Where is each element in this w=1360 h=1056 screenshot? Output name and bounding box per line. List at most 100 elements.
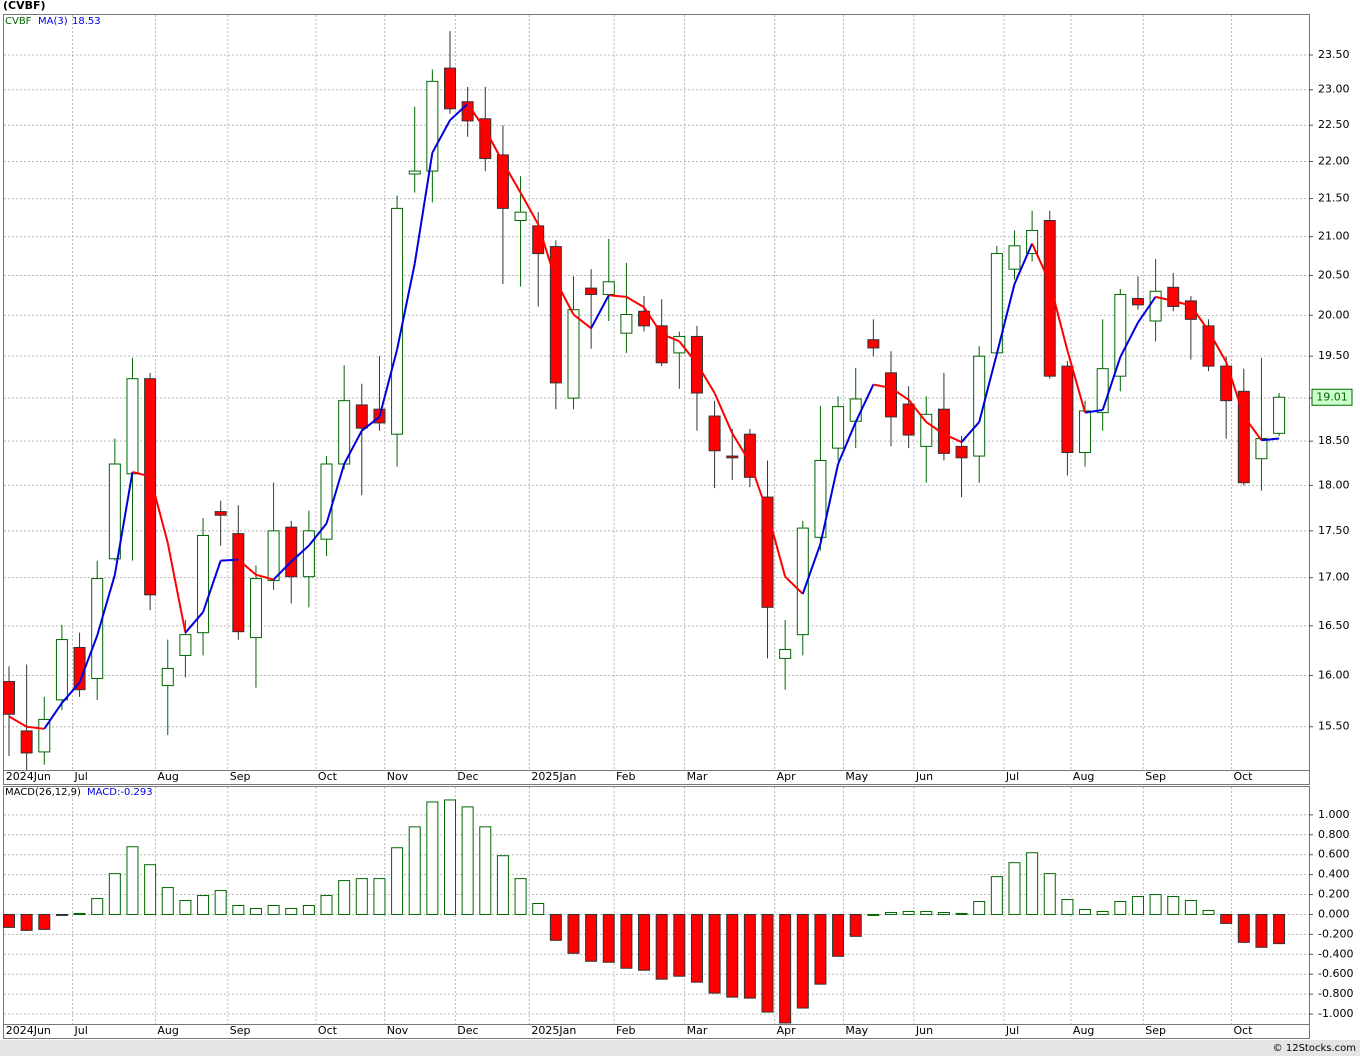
x-tick-label: Aug — [1073, 770, 1094, 783]
y-tick-label: -0.400 — [1318, 947, 1353, 960]
x-tick-label: Jul — [1005, 1024, 1019, 1037]
ma-segment — [766, 512, 787, 577]
macd-bar — [197, 895, 210, 915]
macd-bar — [743, 913, 756, 999]
x-tick-label: Oct — [318, 1024, 338, 1037]
macd-bar — [796, 913, 809, 1009]
macd-bar — [461, 806, 474, 915]
candle-body — [444, 67, 456, 110]
macd-bar — [1043, 873, 1056, 915]
x-tick-label: Aug — [157, 1024, 178, 1037]
ma-segment — [61, 681, 81, 704]
legend-ma-value: 18.53 — [72, 16, 101, 27]
candle-body — [814, 459, 827, 538]
macd-bar — [849, 913, 862, 937]
candle-body — [796, 527, 809, 636]
x-tick-label: 2025Jan — [531, 770, 576, 783]
candle-body — [426, 80, 439, 172]
x-tick-label: Nov — [387, 1024, 409, 1037]
macd-bar — [1184, 900, 1197, 915]
candle-body — [567, 309, 580, 399]
last-price-label: 19.01 — [1316, 390, 1348, 403]
candle-body — [38, 718, 51, 753]
candle-body — [832, 406, 845, 449]
candle-body — [249, 578, 262, 639]
candle-body — [620, 314, 633, 334]
ma-segment — [378, 349, 399, 418]
macd-bar — [902, 910, 915, 915]
macd-bar — [214, 890, 227, 915]
x-tick-label: Oct — [1233, 770, 1253, 783]
macd-bar — [1255, 913, 1268, 948]
ma-segment — [943, 433, 962, 443]
ma-segment — [8, 715, 28, 728]
macd-bar — [867, 913, 880, 916]
macd-bar — [920, 910, 933, 915]
ma-segment — [202, 560, 222, 613]
macd-bar — [638, 913, 651, 971]
ma-segment — [361, 416, 381, 432]
macd-bar — [620, 913, 633, 969]
ma-segment — [748, 461, 769, 513]
macd-bar — [585, 913, 598, 962]
x-tick-label: 2025Jan — [531, 1024, 576, 1037]
candle-body — [1131, 297, 1144, 306]
macd-bar — [990, 876, 1003, 915]
candle-body — [585, 287, 598, 295]
macd-bar — [144, 864, 157, 915]
candle-body — [408, 170, 421, 175]
ma-segment — [837, 421, 857, 465]
macd-bar — [832, 913, 845, 957]
ma-segment — [713, 392, 734, 434]
ma-segment — [1013, 243, 1034, 285]
ma-segment — [343, 430, 363, 465]
macd-bar — [708, 913, 721, 994]
y-tick-label: 23.00 — [1318, 83, 1350, 96]
x-tick-label: Apr — [777, 770, 797, 783]
ma-segment — [731, 432, 751, 463]
candle-body — [885, 372, 897, 418]
ma-segment — [572, 313, 592, 330]
macd-bar — [161, 887, 174, 915]
ma-segment — [325, 463, 346, 524]
ma-segment — [449, 103, 469, 121]
date-strip — [3, 770, 1310, 785]
y-tick-label: 0.800 — [1318, 828, 1350, 841]
y-tick-label: -0.200 — [1318, 927, 1353, 940]
ma-segment — [466, 103, 487, 131]
candle-body — [726, 455, 739, 459]
macd-bar — [1220, 913, 1233, 924]
ma-segment — [995, 283, 1016, 354]
x-tick-label: Jul — [1005, 770, 1019, 783]
x-tick-label: 2024Jun — [6, 1024, 51, 1037]
macd-bar — [1273, 913, 1286, 945]
y-tick-label: 15.50 — [1318, 720, 1350, 733]
ma-segment — [1155, 295, 1174, 302]
macd-bar — [20, 913, 33, 931]
macd-bar — [885, 911, 897, 915]
y-tick-label: 0.600 — [1318, 848, 1350, 861]
y-tick-label: 1.000 — [1318, 808, 1350, 821]
ma-segment — [78, 635, 99, 683]
x-tick-label: Oct — [1233, 1024, 1253, 1037]
macd-bar — [179, 900, 192, 915]
macd-bar — [673, 913, 686, 977]
ma-segment — [290, 544, 310, 563]
ma-segment — [149, 476, 169, 544]
macd-bar — [91, 898, 104, 915]
macd-bar — [514, 878, 527, 915]
ma-segment — [1084, 409, 1103, 414]
ma-segment — [1207, 330, 1228, 363]
x-tick-label: May — [845, 1024, 868, 1037]
macd-name: MACD(26,12,9) — [5, 787, 81, 798]
x-tick-label: Sep — [1145, 770, 1166, 783]
ma-segment — [220, 558, 239, 562]
ma-segment — [784, 575, 804, 595]
legend-ma: MA(3) — [38, 16, 68, 27]
ma-segment — [113, 471, 134, 575]
ma-segment — [43, 702, 63, 730]
macd-bar — [1008, 862, 1021, 915]
ma-segment — [1137, 296, 1157, 324]
candle-body — [55, 639, 68, 701]
ma-segment — [590, 294, 610, 329]
